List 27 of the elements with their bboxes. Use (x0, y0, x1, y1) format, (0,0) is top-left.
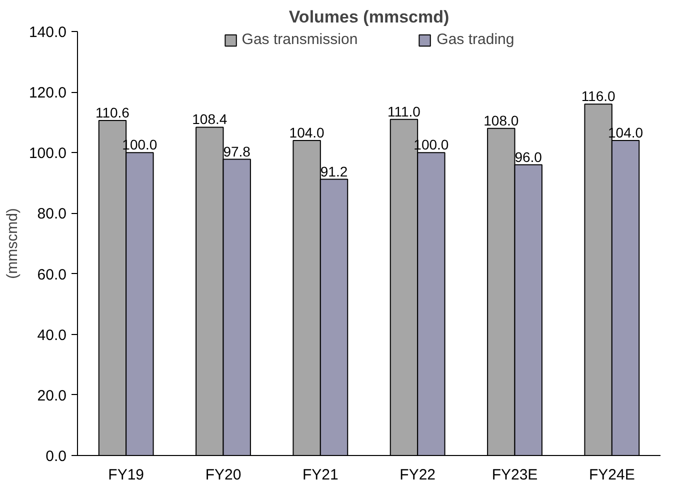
y-tick-label: 20.0 (37, 387, 67, 404)
chart-title: Volumes (mmscmd) (288, 8, 450, 26)
text: 104.0 (289, 124, 324, 141)
y-tick-label: 0.0 (46, 448, 67, 465)
x-tick-label: FY22 (400, 466, 436, 484)
text: 108.0 (484, 112, 519, 128)
x-tick-label: FY24E (588, 466, 635, 484)
text: 96.0 (514, 148, 542, 165)
y-tick-label: 100.0 (28, 145, 67, 162)
y-tick-label: 120.0 (28, 84, 67, 102)
x-tick-label: FY23E (492, 466, 538, 484)
y-tick-label: 60.0 (37, 266, 67, 284)
text: 116.0 (581, 88, 616, 104)
text: 97.8 (223, 143, 250, 160)
text: 111.0 (388, 103, 420, 120)
legend-label: Gas transmission (242, 31, 358, 48)
text: 110.6 (95, 104, 130, 121)
x-tick-label: FY19 (108, 466, 144, 484)
x-tick-label: FY20 (205, 466, 242, 484)
text: 108.4 (192, 111, 228, 128)
x-tick-label: FY21 (302, 466, 338, 484)
legend-label: Gas trading (436, 31, 514, 48)
text: 91.2 (320, 163, 348, 180)
y-tick-label: 80.0 (37, 206, 67, 223)
y-axis-title: (mmscmd) (4, 208, 21, 279)
y-tick-label: 40.0 (37, 326, 67, 344)
y-tick-label: 140.0 (28, 24, 67, 41)
